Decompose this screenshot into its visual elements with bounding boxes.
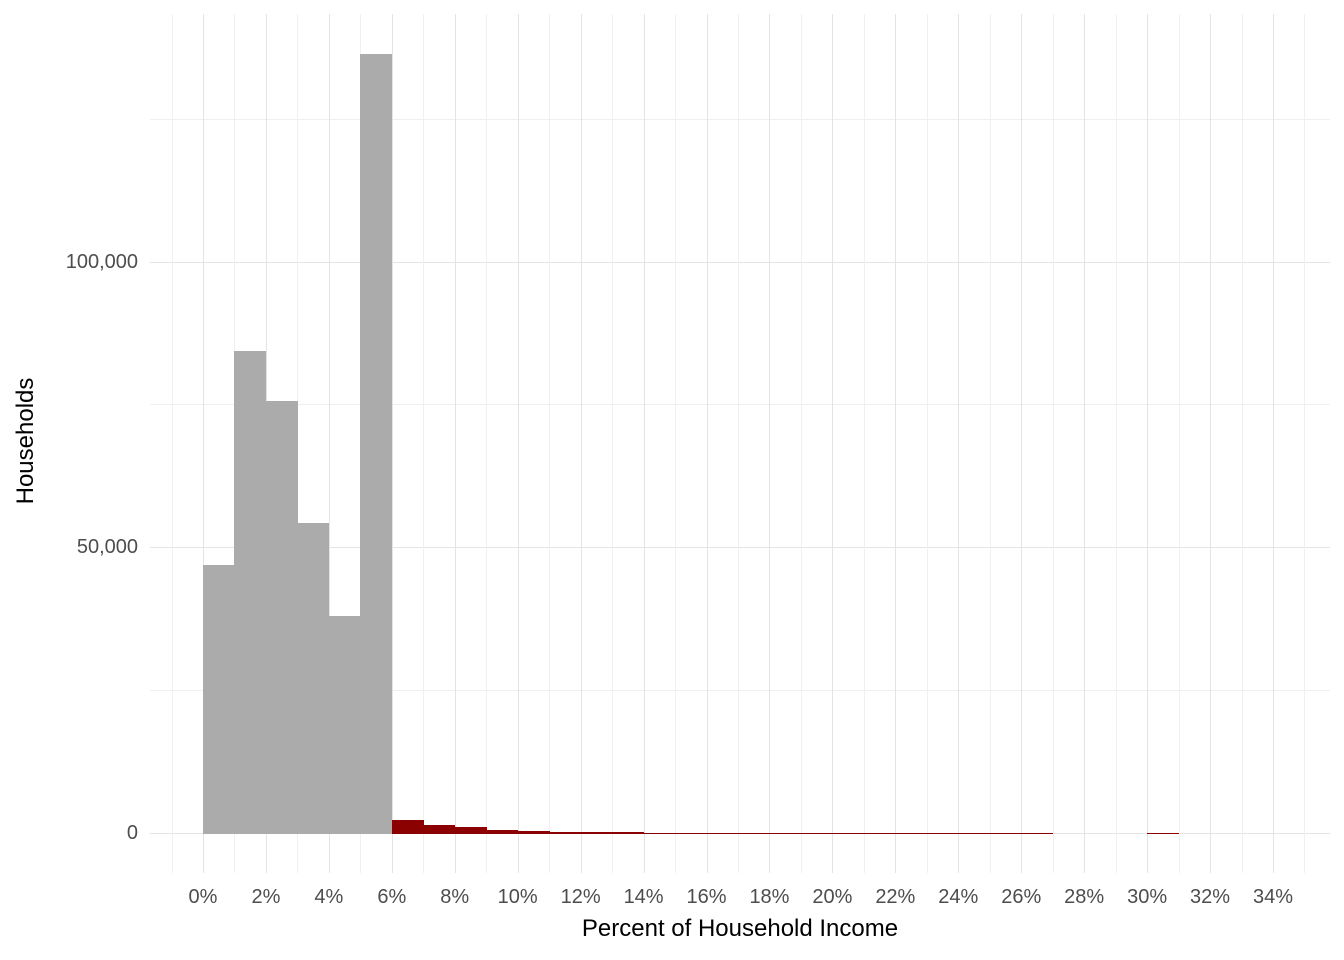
grid-line-vertical [1304,14,1306,873]
histogram-bar [203,565,235,834]
x-axis-tick-label: 2% [251,886,281,908]
grid-line-vertical [769,14,771,873]
grid-line-vertical [391,14,393,873]
grid-line-horizontal [150,261,1330,263]
grid-line-vertical [1178,14,1180,873]
grid-line-vertical [203,14,204,873]
x-axis-tick-label: 10% [497,886,538,908]
grid-line-vertical [643,14,645,873]
grid-line-horizontal [150,547,1330,549]
x-axis-tick-label: 4% [314,886,344,908]
grid-line-vertical [423,14,425,873]
histogram-bar [297,522,330,834]
grid-line-vertical [926,14,928,873]
histogram-bar [580,832,613,834]
x-axis-tick-label: 20% [812,886,853,908]
x-axis-tick-label: 22% [875,886,916,908]
grid-line-vertical [297,14,299,873]
grid-line-vertical [863,14,865,873]
grid-line-vertical [1021,14,1023,873]
histogram-bar [706,832,739,834]
histogram-bar [423,824,456,834]
histogram-bar [926,833,959,834]
histogram-bar [1147,833,1180,834]
histogram-bar [800,833,833,834]
grid-line-vertical [171,14,173,873]
grid-line-vertical [454,14,456,873]
x-axis-tick-label: 0% [188,886,218,908]
x-axis-tick-label: 28% [1064,886,1105,908]
grid-line-horizontal [150,690,1330,692]
grid-line-vertical [486,14,488,873]
grid-line-vertical [989,14,991,873]
grid-line-vertical [1272,14,1274,873]
x-axis-tick-label: 6% [377,886,407,908]
histogram-bar [234,351,267,834]
histogram-bar [769,833,802,834]
x-axis-tick-label: 16% [686,886,727,908]
x-axis-tick-label: 8% [440,886,470,908]
x-axis-tick-label: 24% [938,886,979,908]
grid-line-vertical [1241,14,1243,873]
grid-line-vertical [958,14,960,873]
grid-line-vertical [580,14,582,873]
histogram-bar [989,833,1022,834]
grid-line-vertical [706,14,708,873]
histogram-bar [643,832,676,834]
grid-line-vertical [1115,14,1117,873]
grid-line-vertical [737,14,739,873]
grid-line-vertical [895,14,897,873]
y-axis-title: Households [12,377,39,505]
grid-line-vertical [1147,14,1149,873]
grid-line-horizontal [150,404,1330,406]
histogram-bar [517,831,550,834]
histogram-bar [549,831,582,834]
grid-line-vertical [1052,14,1054,873]
histogram-bar [612,832,645,834]
grid-line-vertical [1084,14,1086,873]
histogram-bar [1021,833,1054,834]
grid-line-vertical [612,14,614,873]
histogram-bar [328,615,361,834]
grid-line-vertical [832,14,834,873]
grid-line-vertical [328,14,330,873]
histogram-bar [958,833,991,834]
y-axis-tick-label: 50,000 [76,536,138,559]
x-axis-tick-label: 12% [560,886,601,908]
histogram-bar [675,832,708,834]
x-axis-tick-label: 18% [749,886,790,908]
grid-line-vertical [1210,14,1212,873]
x-axis-tick-label: 14% [623,886,664,908]
x-axis-title: Percent of Household Income [581,915,899,942]
histogram-bar [737,833,770,834]
y-axis-tick-label: 100,000 [65,250,138,273]
histogram-bar [895,833,928,834]
histogram-bar [265,400,298,834]
histogram-bar [360,54,393,834]
x-axis-tick-label: 26% [1001,886,1042,908]
histogram-bar [832,833,865,834]
grid-line-vertical [549,14,551,873]
grid-line-horizontal [150,118,1330,120]
histogram-bar [391,820,424,834]
x-axis-tick-label: 30% [1127,886,1168,908]
grid-line-vertical [517,14,519,873]
grid-line-vertical [800,14,802,873]
x-axis-tick-label: 32% [1190,886,1231,908]
histogram-bar [454,826,487,834]
y-axis-tick-label: 0 [126,822,138,844]
grid-line-vertical [675,14,677,873]
histogram-bar [486,830,519,834]
histogram-bar [863,833,896,834]
x-axis-tick-label: 34% [1252,886,1293,908]
